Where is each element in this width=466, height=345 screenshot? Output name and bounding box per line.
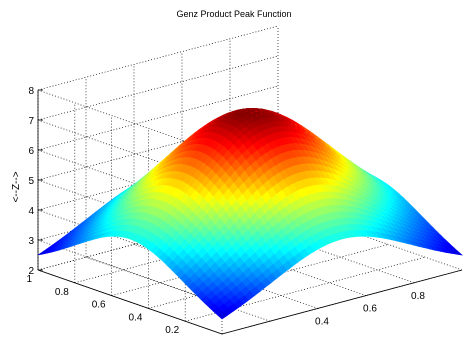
z-tick-label: 3 xyxy=(28,236,34,247)
y-tick-label: 0.4 xyxy=(128,312,142,323)
chart-title: Genz Product Peak Function xyxy=(176,9,291,19)
grid-line xyxy=(85,256,271,322)
grid-line xyxy=(37,25,279,91)
y-tick-label: 0.6 xyxy=(92,300,106,311)
y-tick-label: 0.8 xyxy=(55,287,69,298)
axis-ticks: 2 3 4 5 6 7 8 0.2 0.4 0.6 0.8 1 0.4 0.6 0.8 xyxy=(26,86,425,336)
x-tick-label: 0.4 xyxy=(315,316,329,327)
z-tick-label: 8 xyxy=(28,86,34,97)
z-tick-label: 4 xyxy=(28,206,34,217)
z-tick-label: 5 xyxy=(28,176,34,187)
z-axis-label: <--Z--> xyxy=(11,171,22,202)
surface-facet xyxy=(451,249,463,256)
z-tick-label: 7 xyxy=(28,116,34,127)
grid-line xyxy=(37,239,223,305)
x-tick-label: 0.8 xyxy=(411,291,425,302)
y-axis-line xyxy=(37,269,223,335)
z-tick-label: 2 xyxy=(28,266,34,277)
y-tick-label: 1 xyxy=(26,274,32,285)
x-tick-label: 0.6 xyxy=(363,304,377,315)
z-tick-label: 6 xyxy=(28,146,34,157)
y-tick-label: 0.2 xyxy=(165,325,179,336)
surface-mesh xyxy=(37,107,463,320)
x-axis-line xyxy=(221,269,463,335)
